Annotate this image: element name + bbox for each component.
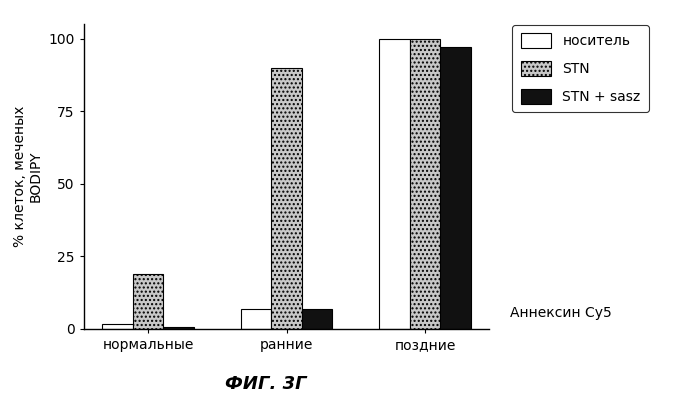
Bar — [133, 273, 164, 329]
Bar — [241, 308, 271, 329]
Bar — [102, 324, 133, 329]
Bar — [380, 38, 410, 329]
Bar — [164, 327, 194, 329]
Bar — [410, 38, 440, 329]
Text: ФИГ. 3Г: ФИГ. 3Г — [225, 375, 306, 393]
Bar — [302, 308, 332, 329]
Text: Аннексин Су5: Аннексин Су5 — [510, 306, 612, 320]
Bar — [440, 47, 471, 329]
Legend: носитель, STN, STN + sasz: носитель, STN, STN + sasz — [512, 25, 649, 112]
Bar — [271, 68, 302, 329]
Y-axis label: % клеток, меченых
BODIPY: % клеток, меченых BODIPY — [13, 106, 43, 247]
